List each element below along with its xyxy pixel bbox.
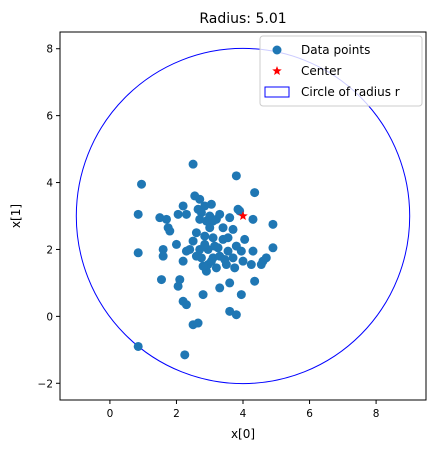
data-point <box>137 179 147 189</box>
data-point <box>191 228 201 238</box>
data-point <box>158 251 168 261</box>
data-point <box>256 260 266 270</box>
y-axis-ticks: −2 0 2 4 6 8 <box>38 44 60 390</box>
data-point <box>200 231 210 241</box>
y-tick-label: 6 <box>46 111 53 123</box>
data-point <box>225 213 235 223</box>
data-point <box>246 260 256 270</box>
plot-area <box>59 31 427 401</box>
data-point <box>161 214 171 224</box>
data-point <box>133 248 143 258</box>
x-axis-label: x[0] <box>231 427 255 441</box>
data-point <box>268 219 278 229</box>
data-point <box>228 253 238 263</box>
data-point <box>230 263 240 273</box>
data-point <box>248 214 258 224</box>
data-point <box>225 278 235 288</box>
data-point <box>181 209 191 219</box>
data-point <box>261 253 271 263</box>
legend-label: Data points <box>301 43 370 57</box>
data-point <box>165 226 175 236</box>
data-point <box>171 239 181 249</box>
x-tick-label: 6 <box>306 408 313 420</box>
data-point <box>250 188 260 198</box>
y-tick-label: 0 <box>46 311 53 323</box>
data-point <box>206 199 216 209</box>
data-point <box>211 263 221 273</box>
data-point <box>215 283 225 293</box>
data-point <box>218 223 228 233</box>
data-point <box>248 246 258 256</box>
data-point <box>200 239 210 249</box>
data-point <box>133 341 143 351</box>
radius-circle <box>75 47 411 385</box>
data-point <box>210 241 220 251</box>
data-point <box>220 254 230 264</box>
legend: Data points Center Circle of radius r <box>259 35 423 107</box>
data-point <box>196 253 206 263</box>
y-axis-label: x[1] <box>9 204 23 228</box>
data-point <box>181 246 191 256</box>
data-point <box>198 261 208 271</box>
data-point <box>240 234 250 244</box>
legend-label: Center <box>301 64 341 78</box>
legend-circle-marker <box>264 86 290 98</box>
data-point <box>173 209 183 219</box>
data-point <box>225 306 235 316</box>
data-point <box>206 256 216 266</box>
y-tick-label: 2 <box>46 244 53 256</box>
data-point <box>205 223 215 233</box>
data-point <box>208 233 218 243</box>
center-marker <box>238 211 248 221</box>
data-point <box>236 246 246 256</box>
data-point <box>223 246 233 256</box>
data-point <box>188 236 198 246</box>
data-point <box>178 256 188 266</box>
data-point <box>223 233 233 243</box>
data-point <box>196 208 206 218</box>
data-point <box>181 300 191 310</box>
y-tick-label: 4 <box>46 178 53 190</box>
data-point <box>178 201 188 211</box>
data-point <box>195 194 205 204</box>
data-point <box>156 275 166 285</box>
x-tick-label: 2 <box>173 408 180 420</box>
y-tick-label: 8 <box>46 44 53 56</box>
data-point <box>158 244 168 254</box>
x-tick-label: 4 <box>240 408 247 420</box>
x-tick-label: 0 <box>107 408 114 420</box>
data-point <box>231 171 241 181</box>
chart-title: Radius: 5.01 <box>199 11 286 27</box>
data-point <box>188 159 198 169</box>
data-point <box>180 350 190 360</box>
legend-label: Circle of radius r <box>301 85 400 99</box>
x-axis-ticks: 0 2 4 6 8 <box>107 400 380 420</box>
legend-star-marker <box>272 66 282 76</box>
data-point <box>228 224 238 234</box>
data-point <box>268 243 278 253</box>
data-point <box>193 318 203 328</box>
data-point <box>238 256 248 266</box>
data-point <box>250 276 260 286</box>
data-point <box>173 281 183 291</box>
data-point <box>236 290 246 300</box>
x-tick-label: 8 <box>373 408 380 420</box>
y-tick-label: −2 <box>38 378 53 390</box>
data-point <box>133 209 143 219</box>
legend-box <box>259 35 423 107</box>
data-point <box>215 209 225 219</box>
data-point <box>235 206 245 216</box>
legend-point-marker <box>272 45 282 55</box>
data-point <box>198 290 208 300</box>
data-point <box>231 310 241 320</box>
